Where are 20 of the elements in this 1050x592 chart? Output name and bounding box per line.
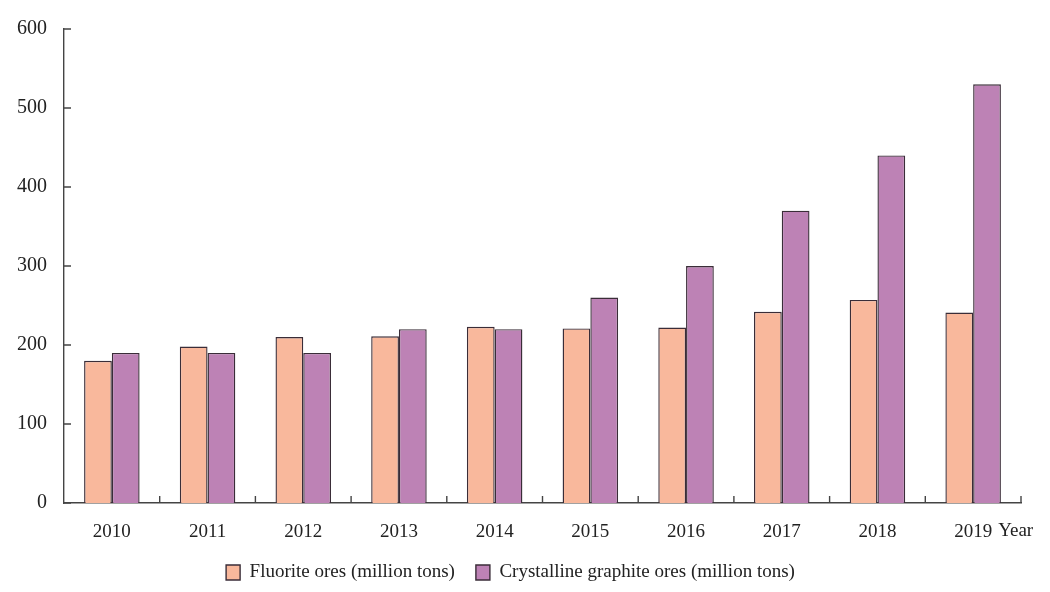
x-tick-label: 2012: [284, 520, 323, 542]
x-tick-label: 2010: [92, 520, 131, 542]
x-tick-label: 2018: [858, 520, 897, 542]
x-tick-label: 2016: [667, 520, 706, 542]
y-tick-label: 100: [17, 411, 47, 434]
y-tick-label: 600: [17, 16, 47, 39]
x-tick-label: 2017: [762, 520, 801, 542]
x-tick-label: 2011: [188, 520, 227, 542]
x-tick-label: 2013: [379, 520, 418, 542]
y-tick-label: 500: [17, 95, 47, 118]
x-tick-label: 2015: [571, 520, 610, 542]
y-tick-label: 300: [17, 253, 47, 276]
legend-label: Fluorite ores (million tons): [249, 560, 455, 583]
x-axis-title: Year: [998, 518, 1034, 540]
y-tick-label: 200: [17, 332, 47, 355]
x-tick-label: 2014: [475, 520, 515, 542]
y-tick-label: 400: [17, 174, 47, 197]
legend-label: Crystalline graphite ores (million tons): [499, 560, 795, 583]
x-tick-label: 2019: [954, 520, 993, 542]
y-tick-label: 0: [37, 490, 47, 513]
